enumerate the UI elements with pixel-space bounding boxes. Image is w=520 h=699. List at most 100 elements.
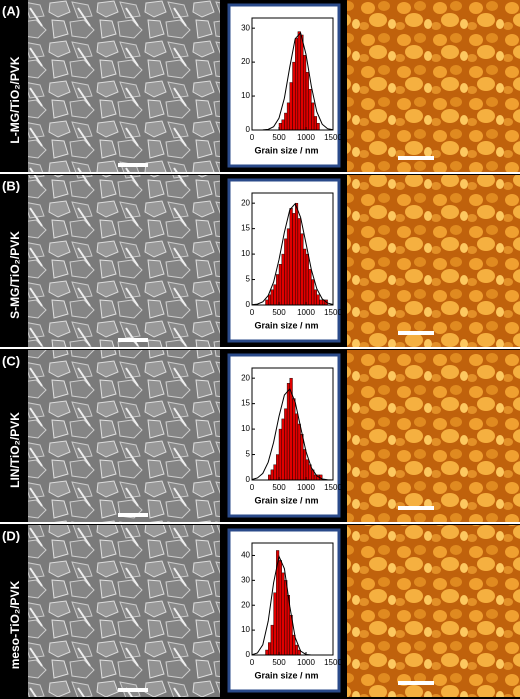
scale-bar	[118, 688, 148, 692]
bar	[305, 72, 309, 131]
bar	[295, 644, 299, 656]
panel-letter: (A)	[2, 3, 20, 18]
bar	[300, 433, 304, 481]
bar	[278, 428, 282, 481]
fit-curve	[251, 387, 334, 481]
bar	[284, 580, 288, 656]
bar	[276, 274, 280, 306]
bar	[268, 474, 272, 481]
bar	[297, 423, 301, 481]
bar	[292, 213, 296, 306]
scale-bar	[118, 513, 148, 517]
y-tick-label: 10	[241, 424, 250, 433]
bar	[316, 123, 320, 131]
y-tick-label: 15	[241, 224, 250, 233]
y-tick-label: 30	[241, 575, 250, 584]
scale-bar	[398, 331, 434, 335]
bar	[270, 469, 274, 481]
x-tick-label: 0	[250, 133, 255, 142]
x-tick-label: 1000	[297, 133, 315, 142]
bar	[311, 102, 315, 131]
y-tick-label: 20	[241, 600, 250, 609]
scale-bar	[118, 338, 148, 342]
histogram-panel	[227, 3, 341, 168]
bar	[278, 264, 282, 306]
y-tick-label: 10	[241, 625, 250, 634]
bar	[286, 383, 291, 481]
bar	[281, 572, 285, 656]
x-tick-label: 1000	[297, 483, 315, 492]
sample-label: S-MG/TiO₂/PVK	[8, 231, 22, 319]
bar	[305, 459, 309, 481]
bar	[276, 454, 280, 481]
plot-frame	[251, 17, 334, 131]
bar	[292, 398, 296, 481]
y-tick-label: 0	[246, 300, 251, 309]
bar	[319, 299, 323, 306]
x-tick-label: 1500	[324, 133, 342, 142]
bar	[265, 649, 269, 656]
x-tick-label: 1000	[297, 658, 315, 667]
bar	[292, 61, 296, 131]
bar	[313, 289, 318, 306]
bar	[313, 116, 318, 131]
sample-label: LIN/TiO₂/PVK	[8, 412, 22, 488]
y-tick-label: 5	[246, 450, 251, 459]
scale-bar	[398, 506, 434, 510]
sem-image	[28, 0, 220, 172]
separator	[0, 522, 520, 524]
x-tick-label: 0	[250, 483, 255, 492]
y-tick-label: 0	[246, 650, 251, 659]
bar	[270, 624, 274, 656]
y-tick-label: 10	[241, 249, 250, 258]
y-tick-label: 20	[241, 373, 250, 382]
x-tick-label: 500	[272, 133, 286, 142]
x-axis-label: Grain size / nm	[254, 320, 318, 330]
bar	[295, 202, 299, 306]
plot-frame	[251, 542, 334, 656]
bar	[268, 642, 272, 656]
panel-letter: (D)	[2, 528, 20, 543]
bar	[281, 119, 285, 131]
y-tick-label: 20	[241, 198, 250, 207]
y-tick-label: 0	[246, 125, 251, 134]
sem-image	[28, 525, 220, 697]
x-tick-label: 0	[250, 308, 255, 317]
bar	[265, 299, 269, 306]
bar	[295, 38, 299, 131]
separator	[0, 172, 520, 174]
afm-image	[347, 350, 520, 522]
fit-curve	[251, 202, 334, 306]
sample-label: meso-TiO₂/PVK	[8, 580, 22, 669]
sem-image	[28, 350, 220, 522]
bar	[308, 269, 312, 306]
sample-label: L-MG/TiO₂/PVK	[8, 56, 22, 143]
y-tick-label: 10	[241, 91, 250, 100]
bar	[270, 289, 274, 306]
afm-image	[347, 525, 520, 697]
x-axis-label: Grain size / nm	[254, 145, 318, 155]
x-axis-label: Grain size / nm	[254, 670, 318, 680]
y-tick-label: 0	[246, 475, 251, 484]
bar	[295, 413, 299, 481]
plot-frame	[251, 192, 334, 306]
bar	[289, 82, 293, 131]
scale-bar	[118, 163, 148, 167]
y-tick-label: 20	[241, 57, 250, 66]
bar	[284, 238, 288, 306]
y-tick-label: 40	[241, 551, 250, 560]
scale-bar	[398, 156, 434, 160]
bar	[303, 55, 307, 131]
x-axis-label: Grain size / nm	[254, 495, 318, 505]
afm-image	[347, 0, 520, 172]
bar	[289, 208, 293, 306]
x-tick-label: 500	[272, 483, 286, 492]
sem-image	[28, 175, 220, 347]
bar	[286, 228, 291, 306]
scale-bar	[398, 681, 434, 685]
bar	[303, 248, 307, 306]
y-tick-label: 15	[241, 399, 250, 408]
plot-frame	[251, 367, 334, 481]
separator	[0, 347, 520, 349]
